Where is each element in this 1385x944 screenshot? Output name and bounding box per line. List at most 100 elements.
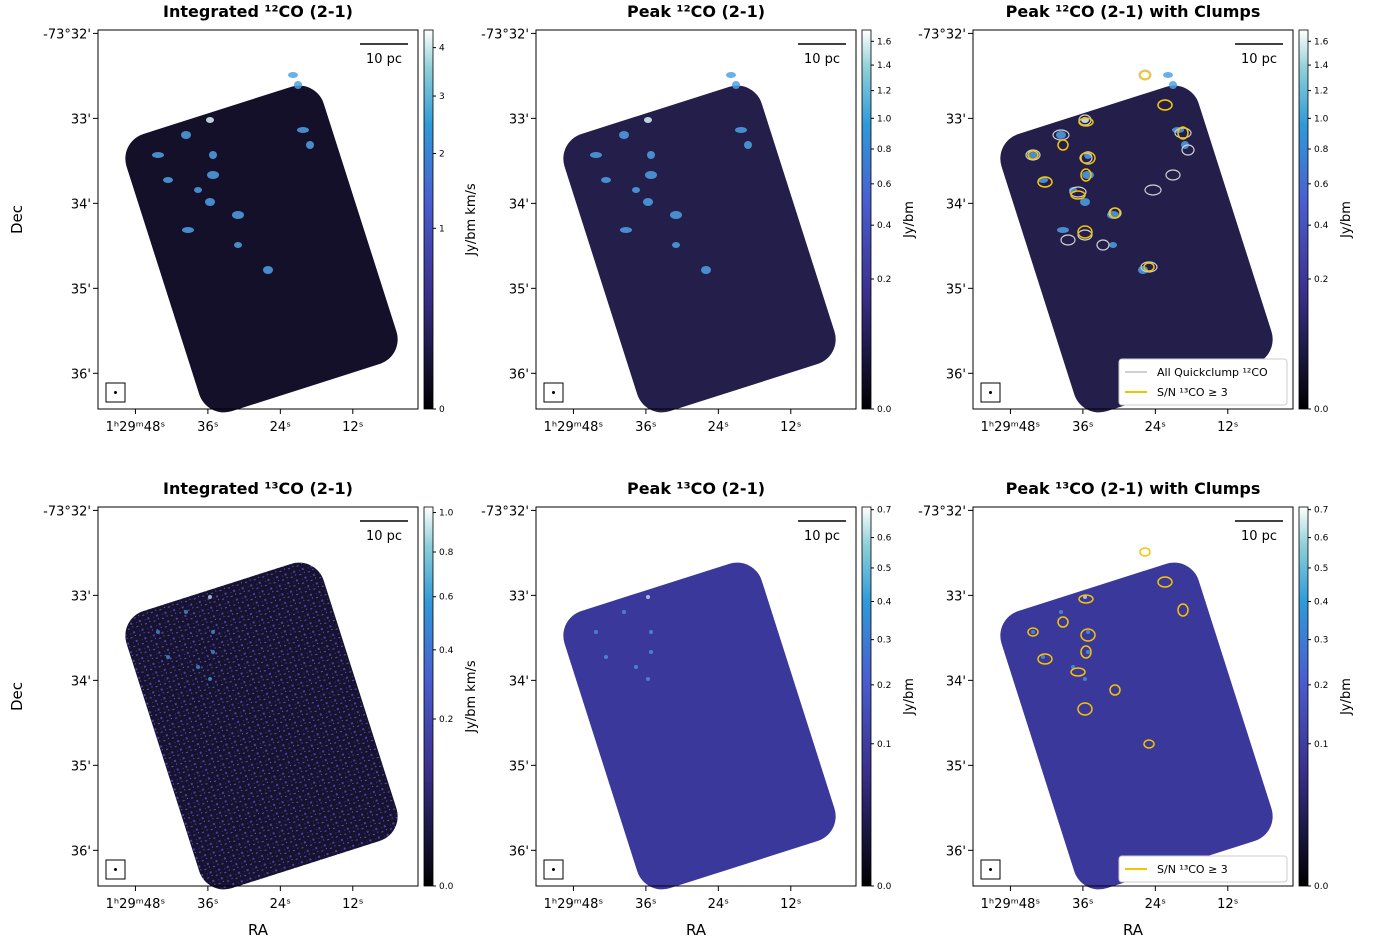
emission	[620, 227, 632, 233]
x-tick-label: 1ʰ29ᵐ48ˢ	[981, 420, 1041, 435]
x-tick-label: 36ˢ	[1072, 420, 1094, 435]
colorbar	[861, 506, 872, 887]
emission	[209, 151, 217, 159]
emission	[646, 677, 650, 681]
y-tick-label: 35'	[509, 282, 529, 297]
panel-title: Peak ¹³CO (2-1) with Clumps	[1006, 479, 1261, 498]
y-axis-label: Dec	[8, 205, 26, 234]
legend-label: S/N ¹³CO ≥ 3	[1157, 863, 1228, 876]
emission	[294, 81, 302, 89]
emission	[1057, 227, 1069, 233]
colorbar-tick-label: 0.5	[1314, 564, 1328, 574]
clump-contour	[1080, 168, 1092, 182]
clump-contour	[1174, 127, 1192, 139]
emission	[166, 655, 170, 659]
clump-contour	[1144, 184, 1162, 196]
y-tick-label: 34'	[509, 197, 529, 212]
colorbar-label: Jy/bm km/s	[464, 660, 479, 734]
emission	[163, 177, 173, 183]
emission	[1056, 131, 1066, 139]
x-tick-label: 36ˢ	[197, 420, 219, 435]
emission	[184, 610, 188, 614]
colorbar-tick-label: 1.2	[877, 87, 891, 97]
mosaic	[563, 85, 836, 413]
clump-contour	[1080, 628, 1096, 642]
axes-frame	[972, 506, 1294, 887]
panel: Peak ¹²CO (2-1) 10 pc 1ʰ29ᵐ48ˢ 36ˢ 24ˢ 12ˢ -73…	[481, 2, 917, 435]
y-tick-label: 33'	[71, 589, 91, 604]
emission	[619, 131, 629, 139]
x-tick-label: 12ˢ	[342, 897, 364, 912]
emission	[1163, 72, 1173, 78]
colorbar-tick-label: 0.3	[1314, 636, 1328, 646]
emission	[601, 177, 611, 183]
mosaic	[1000, 85, 1273, 413]
beam	[989, 391, 992, 394]
colorbar-tick-label: 0.8	[439, 548, 454, 558]
colorbar-tick-label: 0.2	[439, 715, 453, 725]
x-tick-label: 12ˢ	[1217, 420, 1239, 435]
x-axis-label: RA	[248, 921, 269, 939]
y-tick-label: 33'	[946, 589, 966, 604]
emission	[649, 650, 653, 654]
scale-bar-label: 10 pc	[366, 529, 402, 544]
y-tick-label: -73°32'	[43, 27, 91, 42]
legend-box	[1118, 855, 1288, 883]
panel: Integrated ¹²CO (2-1) 10 pc 1ʰ29ᵐ48ˢ 36ˢ 24ˢ…	[8, 2, 479, 435]
y-tick-label: 35'	[71, 759, 91, 774]
emission	[1082, 171, 1094, 179]
y-tick-label: 33'	[946, 112, 966, 127]
colorbar-tick-label: 0.0	[877, 882, 892, 892]
x-tick-label: 24ˢ	[708, 420, 730, 435]
axes-frame	[535, 506, 857, 887]
legend-label: S/N ¹³CO ≥ 3	[1157, 386, 1228, 399]
y-tick-label: 34'	[71, 674, 91, 689]
clump-contour	[1069, 186, 1087, 198]
emission	[735, 127, 747, 133]
colorbar-tick-label: 1.6	[1314, 37, 1329, 47]
clump-contour	[1037, 176, 1053, 188]
emission	[1083, 595, 1087, 599]
panel: Peak ¹³CO (2-1) with Clumps 10 pc 1ʰ29ᵐ48ˢ…	[918, 479, 1354, 939]
colorbar-tick-label: 1	[439, 224, 445, 234]
colorbar-tick-label: 3	[439, 92, 445, 102]
y-tick-label: 34'	[509, 674, 529, 689]
axes-frame	[97, 29, 419, 410]
clump-contour	[1077, 702, 1093, 716]
colorbar-tick-label: 4	[439, 44, 445, 54]
clump-contour	[1139, 70, 1151, 80]
emission	[1169, 81, 1177, 89]
colorbar-tick-label: 0.6	[439, 593, 454, 603]
colorbar-tick-label: 0.6	[877, 180, 892, 190]
y-tick-label: -73°32'	[481, 27, 529, 42]
y-tick-label: 33'	[509, 112, 529, 127]
emission	[646, 595, 650, 599]
x-tick-label: 1ʰ29ᵐ48ˢ	[544, 420, 604, 435]
beam	[114, 868, 117, 871]
clump-contour	[1077, 229, 1093, 241]
panel-title: Peak ¹²CO (2-1)	[627, 2, 765, 21]
x-tick-label: 12ˢ	[1217, 897, 1239, 912]
panel-title: Peak ¹²CO (2-1) with Clumps	[1006, 2, 1261, 21]
clump-contour	[1157, 99, 1173, 111]
emission	[205, 198, 215, 206]
emission	[590, 152, 602, 158]
y-tick-label: 36'	[509, 367, 529, 382]
emission	[645, 171, 657, 179]
y-tick-label: 36'	[71, 844, 91, 859]
clump-contour	[1057, 616, 1069, 628]
panel: Peak ¹²CO (2-1) with Clumps 10 pc 1ʰ29ᵐ48ˢ…	[918, 2, 1354, 435]
clump-contour	[1181, 144, 1195, 156]
colorbar-tick-label: 1.4	[1314, 61, 1329, 71]
y-axis-label: Dec	[8, 682, 26, 711]
clump-contour	[1138, 69, 1152, 81]
colorbar-tick-label: 0.4	[877, 598, 892, 608]
emission	[211, 650, 215, 654]
colorbar-tick-label: 1.0	[1314, 114, 1329, 124]
emission	[263, 266, 273, 274]
colorbar-tick-label: 0.6	[877, 534, 892, 544]
colorbar-tick-label: 0.4	[1314, 221, 1329, 231]
colorbar-tick-label: 0.8	[877, 145, 892, 155]
colorbar-label: Jy/bm	[902, 201, 917, 239]
